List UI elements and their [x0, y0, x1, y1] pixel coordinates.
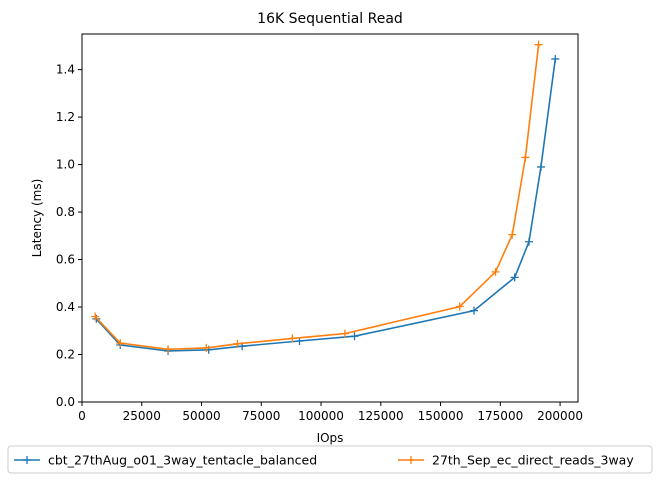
series-2 — [91, 40, 543, 354]
data-point-marker — [340, 329, 349, 338]
y-tick-label: 0.8 — [56, 205, 75, 219]
y-tick-label: 0.6 — [56, 253, 75, 267]
data-point-marker — [510, 273, 519, 282]
y-tick-label: 1.4 — [56, 63, 75, 77]
legend-marker — [407, 456, 415, 464]
x-axis: 0 25000 50000 75000 100000 125000 150000 175000… — [78, 402, 583, 423]
x-tick-label: 125000 — [358, 409, 404, 423]
legend-entry: cbt_27thAug_o01_3way_tentacle_balanced — [14, 453, 317, 468]
x-tick-label: 200000 — [537, 409, 583, 423]
plot-area — [81, 33, 579, 403]
series-line — [95, 58, 557, 352]
y-tick-label: 0.2 — [56, 348, 75, 362]
data-point-marker — [202, 343, 211, 352]
data-point-marker — [116, 339, 125, 348]
data-point-marker — [536, 162, 545, 171]
data-point-marker — [521, 153, 530, 162]
x-axis-title: IOps — [317, 431, 344, 445]
data-point-marker — [534, 40, 543, 49]
x-tick-label: 150000 — [418, 409, 464, 423]
y-tick-label: 0.4 — [56, 300, 75, 314]
data-point-marker — [455, 302, 464, 311]
x-tick-label: 50000 — [182, 409, 220, 423]
series-1 — [92, 54, 560, 355]
legend-label: 27th_Sep_ec_direct_reads_3way — [432, 453, 634, 468]
legend-label: cbt_27thAug_o01_3way_tentacle_balanced — [48, 453, 317, 468]
data-point-marker — [508, 230, 517, 239]
y-tick-label: 0.0 — [56, 395, 75, 409]
legend-entry: 27th_Sep_ec_direct_reads_3way — [398, 453, 634, 468]
data-point-marker — [233, 339, 242, 348]
data-point-marker — [91, 312, 100, 321]
y-axis-title: Latency (ms) — [30, 179, 44, 258]
series-line — [94, 44, 540, 351]
data-point-marker — [491, 267, 500, 276]
data-point-marker — [350, 332, 359, 341]
y-axis: 0.0 0.2 0.4 0.6 0.8 1.0 1.2 1.4 — [56, 63, 82, 409]
x-tick-label: 100000 — [298, 409, 344, 423]
y-tick-label: 1.0 — [56, 158, 75, 172]
data-point-marker — [551, 54, 560, 63]
chart-title: 16K Sequential Read — [257, 11, 403, 27]
x-tick-label: 75000 — [242, 409, 280, 423]
legend: cbt_27thAug_o01_3way_tentacle_balanced 27… — [7, 445, 653, 474]
legend-marker — [23, 456, 31, 464]
x-tick-label: 0 — [78, 409, 86, 423]
data-point-marker — [288, 334, 297, 343]
data-point-marker — [524, 237, 533, 246]
legend-box — [7, 445, 653, 474]
x-tick-label: 175000 — [477, 409, 523, 423]
data-point-marker — [164, 345, 173, 354]
plot-frame — [81, 33, 579, 403]
y-tick-label: 1.2 — [56, 110, 75, 124]
data-point-marker — [470, 306, 479, 315]
x-tick-label: 25000 — [123, 409, 161, 423]
